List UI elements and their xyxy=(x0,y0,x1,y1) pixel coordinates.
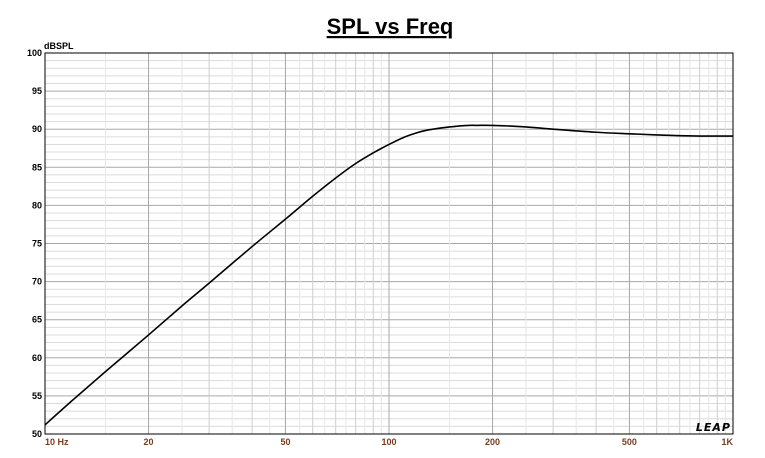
y-tick-label: 95 xyxy=(32,86,42,96)
x-tick-labels: 10 Hz 20 50 100 200 500 1K xyxy=(45,437,733,447)
y-tick-labels: 50 55 60 65 70 75 80 85 90 95 100 xyxy=(27,48,42,439)
y-tick-label: 70 xyxy=(32,277,42,287)
chart-title: SPL vs Freq xyxy=(327,14,454,39)
y-tick-label: 55 xyxy=(32,391,42,401)
y-tick-label: 80 xyxy=(32,200,42,210)
x-tick-label: 200 xyxy=(485,437,500,447)
x-tick-label: 500 xyxy=(622,437,637,447)
spl-series-line xyxy=(44,124,733,426)
series-layer xyxy=(44,124,733,426)
y-axis-label: dBSPL xyxy=(44,41,74,51)
y-tick-label: 65 xyxy=(32,315,42,325)
y-tick-label: 85 xyxy=(32,162,42,172)
y-tick-label: 60 xyxy=(32,353,42,363)
plot-frame xyxy=(44,52,734,435)
x-tick-label: 100 xyxy=(381,437,396,447)
x-tick-label: 1K xyxy=(721,437,733,447)
x-tick-label: 10 Hz xyxy=(45,437,69,447)
y-tick-label: 100 xyxy=(27,48,42,58)
x-tick-label: 20 xyxy=(144,437,154,447)
y-tick-label: 90 xyxy=(32,124,42,134)
y-tick-label: 75 xyxy=(32,239,42,249)
y-tick-label: 50 xyxy=(32,429,42,439)
grid xyxy=(44,52,733,435)
x-tick-label: 50 xyxy=(280,437,290,447)
leap-logo: LEAP xyxy=(696,421,731,434)
